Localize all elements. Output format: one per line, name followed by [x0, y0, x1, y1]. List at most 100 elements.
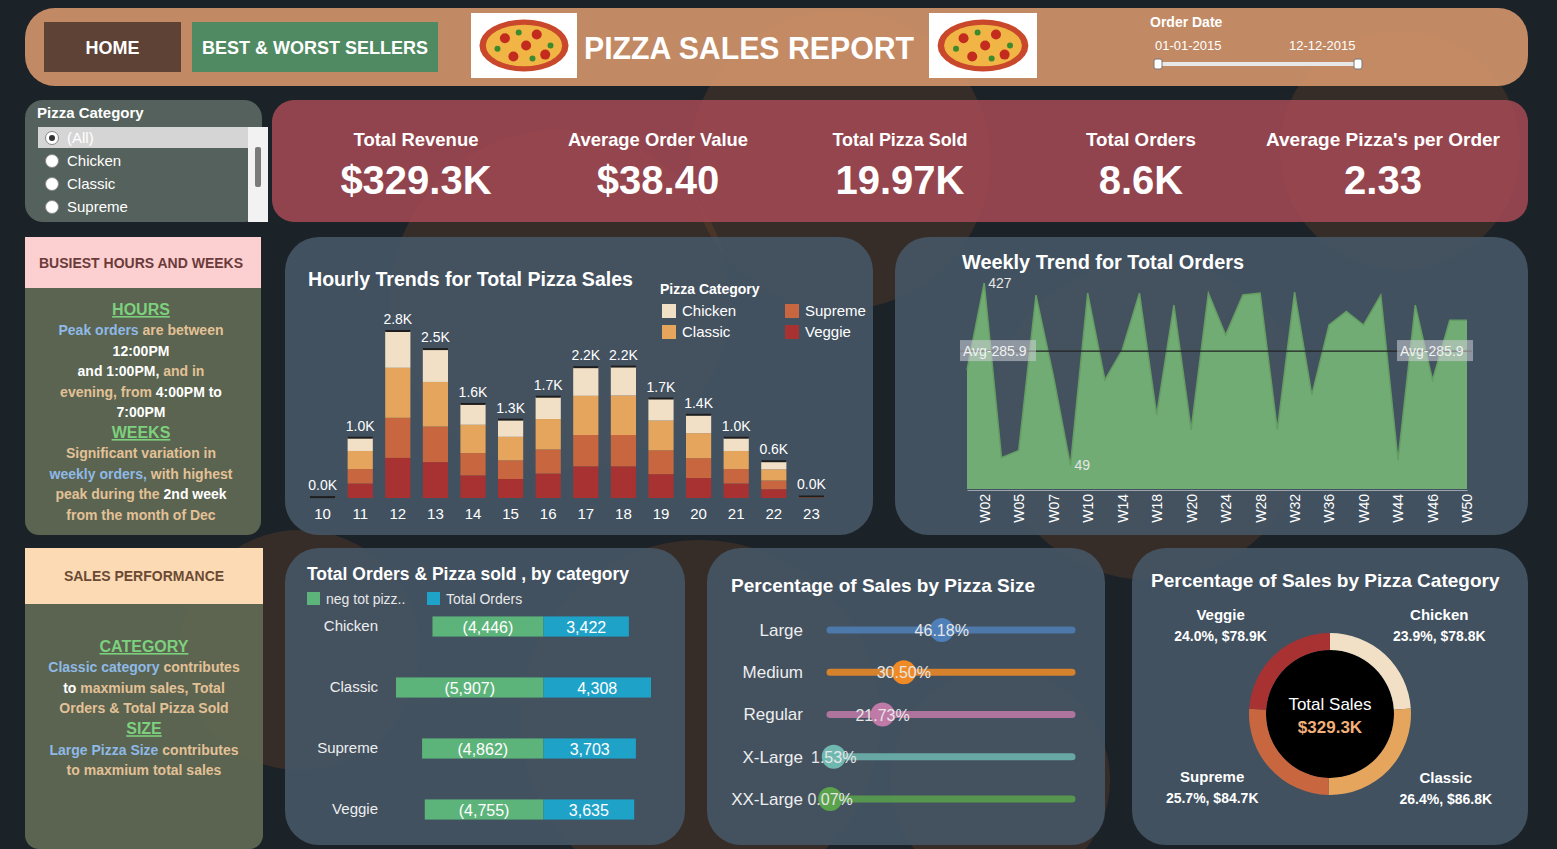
slider[interactable] [1158, 62, 1358, 66]
nav-button[interactable] [44, 22, 181, 72]
total-marker [423, 348, 448, 350]
slider-handle[interactable] [1154, 59, 1162, 69]
bar-segment [536, 397, 561, 419]
icon-topping [548, 43, 554, 49]
insight-line: 7:00PM [116, 404, 165, 420]
x-axis: W02W05W07W10W14W18W20W24W28W32W36W40W44W… [968, 491, 1476, 523]
average-label: Avg-285.9 [963, 343, 1027, 359]
tick: 17 [577, 505, 594, 522]
tick-label: 18 [615, 505, 632, 522]
tick: 19 [653, 505, 670, 522]
filter-option[interactable]: Supreme [67, 198, 128, 215]
slice-label: 24.0%, $78.9K [1174, 628, 1267, 644]
bar-segment [761, 469, 786, 480]
radio[interactable] [46, 178, 59, 191]
tick: W07 [1046, 494, 1062, 523]
filter-option[interactable]: (All) [67, 129, 94, 146]
total-label: 0.0K [797, 476, 826, 492]
insight-panel: BUSIEST HOURS AND WEEKSHOURSPeak orders … [25, 237, 261, 535]
insight-line: Large Pizza Size contributes [49, 742, 238, 758]
data-label: 0.07% [807, 791, 852, 808]
tick-label: W02 [977, 494, 993, 523]
bar-segment [761, 461, 786, 469]
bar-segment [648, 474, 673, 498]
bar [422, 738, 543, 758]
tick: W46 [1425, 494, 1441, 523]
radio-dot[interactable] [49, 135, 55, 141]
average-label-bg [1397, 340, 1473, 361]
tick-label: 20 [690, 505, 707, 522]
bar-segment [498, 437, 523, 461]
total-marker [498, 419, 523, 421]
selected-row[interactable] [38, 127, 248, 148]
tick: 15 [502, 505, 519, 522]
data-label: 427 [988, 275, 1012, 291]
insight-title: BUSIEST HOURS AND WEEKS [39, 255, 243, 271]
radio[interactable] [46, 155, 59, 168]
bar-segment [686, 415, 711, 433]
tick: Supreme [317, 739, 378, 756]
insight-text: 7:00PM [116, 404, 165, 420]
scrollbar-thumb[interactable] [255, 147, 261, 187]
total-label: 1.7K [647, 379, 676, 395]
data-label: 3,422 [566, 619, 606, 636]
donut-hole [1266, 650, 1394, 778]
total-marker [799, 495, 824, 497]
total-label: 2.2K [571, 347, 600, 363]
icon-cheese [944, 25, 1022, 67]
tick-label: 10 [314, 505, 331, 522]
insight-text: Classic category [48, 659, 159, 675]
nav-button-label[interactable]: HOME [86, 38, 140, 58]
tick-label: W50 [1459, 494, 1475, 523]
total-label: 0.6K [759, 441, 788, 457]
header-bar [25, 8, 1528, 86]
icon-topping [975, 30, 981, 36]
filter-option[interactable]: Classic [67, 175, 116, 192]
insight-text: are between [139, 322, 224, 338]
tick: W14 [1115, 494, 1131, 523]
pizza-icon [929, 13, 1037, 78]
data-label: 1.53% [811, 749, 856, 766]
bar-segment [611, 466, 636, 498]
radio[interactable] [46, 132, 59, 145]
tick-label: W44 [1390, 494, 1406, 523]
total-marker [460, 403, 485, 405]
scrollbar[interactable] [248, 127, 268, 222]
background [0, 0, 1557, 849]
chart-panel-3: Percentage of Sales by Pizza Size46.18%3… [707, 548, 1105, 845]
bar [543, 677, 651, 697]
insight-text: to maxmium total sales [67, 762, 222, 778]
icon-frame [471, 13, 577, 78]
slider-handle[interactable] [1354, 59, 1362, 69]
insight-text: to [63, 680, 76, 696]
total-label: 1.4K [684, 395, 713, 411]
bar-segment [724, 469, 749, 483]
nav-button[interactable] [192, 22, 438, 72]
insight-line: to maxmium sales, Total [63, 680, 225, 696]
chart-panel [1132, 548, 1528, 845]
nav-button-label[interactable]: BEST & WORST SELLERS [202, 38, 428, 58]
radio[interactable] [46, 201, 59, 214]
tick-label: 23 [803, 505, 820, 522]
tick: W10 [1080, 494, 1096, 523]
legend-label: neg tot pizz.. [326, 591, 405, 607]
bar-segment [648, 399, 673, 421]
filter-option[interactable]: Chicken [67, 152, 121, 169]
tick: W40 [1356, 494, 1372, 523]
icon-topping [529, 56, 535, 62]
bar-segment [573, 396, 598, 435]
data-label: 3,703 [570, 741, 610, 758]
tick: 11 [352, 505, 368, 522]
insight-text: peak during the [55, 486, 159, 502]
bar-segment [310, 497, 335, 498]
icon-topping [508, 51, 518, 61]
tick-label: 17 [577, 505, 594, 522]
icon-crust [938, 20, 1029, 72]
bar-segment [423, 349, 448, 382]
bar-segment [724, 451, 749, 469]
data-label: (4,862) [457, 741, 508, 758]
chart-panel-0: Hourly Trends for Total Pizza Sales0.0K1… [285, 237, 873, 535]
insight-text: Large Pizza Size [49, 742, 158, 758]
insight-text: contributes [160, 659, 240, 675]
data-label: 30.50% [877, 664, 931, 681]
